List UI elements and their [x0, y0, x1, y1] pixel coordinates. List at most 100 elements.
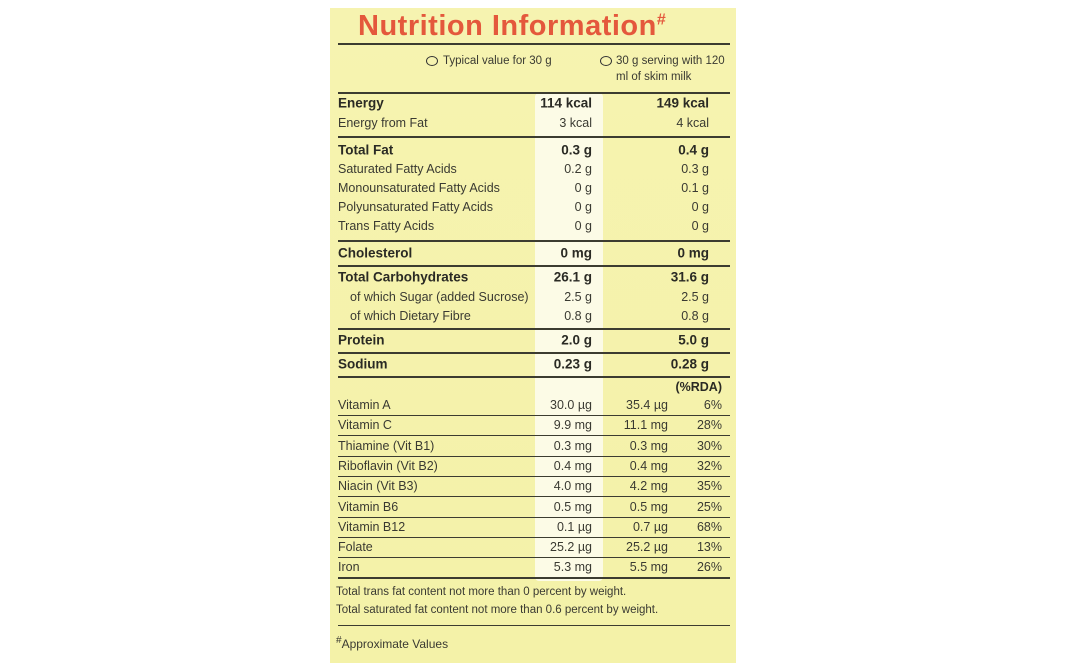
nutrient-label: of which Dietary Fibre [350, 309, 471, 323]
value: 2.5 g [564, 290, 592, 304]
nutrient-label: of which Sugar (added Sucrose) [350, 290, 529, 304]
rda-value: 28% [696, 418, 722, 433]
nutrient-label: Energy [338, 95, 384, 111]
rda-value: 6% [703, 398, 722, 412]
nutrient-label: Energy from Fat [338, 116, 428, 130]
value: 11.1 mg [623, 418, 668, 433]
rule [338, 516, 730, 518]
rule [338, 475, 730, 477]
rule [338, 265, 730, 267]
value: 9.9 mg [553, 418, 592, 433]
vitamin-label: Vitamin B6 [338, 499, 399, 514]
value: 4.0 mg [553, 479, 592, 494]
value: 4.2 mg [629, 479, 668, 494]
value: 0 g [691, 200, 709, 214]
nutrient-label: Monounsaturated Fatty Acids [338, 181, 500, 195]
rule [338, 536, 730, 538]
rda-value: 35% [696, 479, 722, 494]
rule [338, 455, 730, 457]
rule [338, 577, 730, 580]
value: 26.1 g [553, 269, 592, 285]
value: 5.5 mg [629, 560, 668, 575]
nutrition-panel: Nutrition Information# Typical value for… [330, 8, 736, 663]
value: 0.3 g [561, 142, 592, 158]
value: 0.3 mg [553, 438, 592, 453]
value: 2.5 g [681, 290, 709, 304]
rule [338, 435, 730, 437]
column-header: Typical value for 30 g [443, 55, 552, 67]
value: 0.7 µg [632, 519, 668, 534]
radio-icon [426, 56, 438, 66]
value: 35.4 µg [626, 398, 668, 412]
value: 0 g [574, 200, 592, 214]
title-mark: # [656, 11, 667, 29]
rule [338, 43, 730, 45]
value: 0.4 mg [553, 458, 592, 473]
title: Nutrition Information# [358, 10, 666, 43]
nutrient-label: Saturated Fatty Acids [338, 162, 457, 176]
value: 0.3 g [681, 162, 709, 176]
rda-value: 32% [696, 458, 722, 473]
value: 0 mg [677, 245, 709, 261]
value: 0.8 g [681, 309, 709, 323]
rda-value: 13% [696, 540, 722, 555]
note: Total trans fat content not more than 0 … [336, 586, 627, 598]
value: 5.3 mg [553, 560, 592, 575]
note: Total saturated fat content not more tha… [336, 604, 659, 616]
value: 149 kcal [656, 95, 709, 111]
rule [338, 557, 730, 559]
column-highlight [535, 93, 603, 581]
value: 0 g [574, 181, 592, 195]
value: 5.0 g [678, 332, 709, 348]
vitamin-label: Niacin (Vit B3) [338, 479, 418, 494]
nutrient-label: Total Carbohydrates [338, 269, 469, 285]
rule [338, 352, 730, 354]
vitamin-label: Vitamin A [338, 398, 391, 412]
value: 114 kcal [540, 95, 592, 111]
value: 30.0 µg [550, 398, 592, 412]
value: 0.4 mg [629, 458, 668, 473]
value: 2.0 g [561, 332, 592, 348]
rda-value: 26% [696, 560, 722, 575]
nutrient-label: Trans Fatty Acids [338, 219, 435, 233]
rule [338, 92, 730, 94]
rda-value: 68% [696, 519, 722, 534]
value: 3 kcal [559, 116, 592, 130]
value: 0.2 g [564, 162, 592, 176]
vitamin-label: Vitamin B12 [338, 519, 406, 534]
title-text: Nutrition Information [358, 10, 657, 42]
value: 25.2 µg [550, 540, 592, 555]
nutrient-label: Protein [338, 332, 385, 348]
vitamin-label: Riboflavin (Vit B2) [338, 458, 438, 473]
value: 0.3 mg [629, 438, 668, 453]
radio-icon [600, 56, 612, 66]
vitamin-label: Vitamin C [338, 418, 392, 433]
value: 0.4 g [678, 142, 709, 158]
value: 31.6 g [670, 269, 709, 285]
rule [338, 136, 730, 138]
value: 0.5 mg [553, 499, 592, 514]
value: 0.1 g [681, 181, 709, 195]
nutrient-label: Polyunsaturated Fatty Acids [338, 200, 493, 214]
value: 0.1 µg [556, 519, 592, 534]
vitamin-label: Iron [338, 560, 360, 575]
value: 0 mg [560, 245, 592, 261]
value: 0.8 g [564, 309, 592, 323]
rule [338, 625, 730, 626]
rda-header: (%RDA) [675, 380, 722, 394]
value: 0 g [691, 219, 709, 233]
footnote-text: Approximate Values [341, 637, 449, 651]
footnote: #Approximate Values [336, 635, 448, 651]
value: 0.23 g [553, 356, 592, 372]
value: 4 kcal [676, 116, 709, 130]
rule [338, 415, 730, 416]
footnote-mark: # [336, 635, 342, 646]
value: 0.28 g [670, 356, 709, 372]
vitamin-label: Folate [338, 540, 373, 555]
value: 25.2 µg [626, 540, 668, 555]
rule [338, 328, 730, 330]
rule [338, 376, 730, 378]
rda-value: 30% [696, 438, 722, 453]
nutrient-label: Sodium [338, 356, 388, 372]
value: 0.5 mg [629, 499, 668, 514]
